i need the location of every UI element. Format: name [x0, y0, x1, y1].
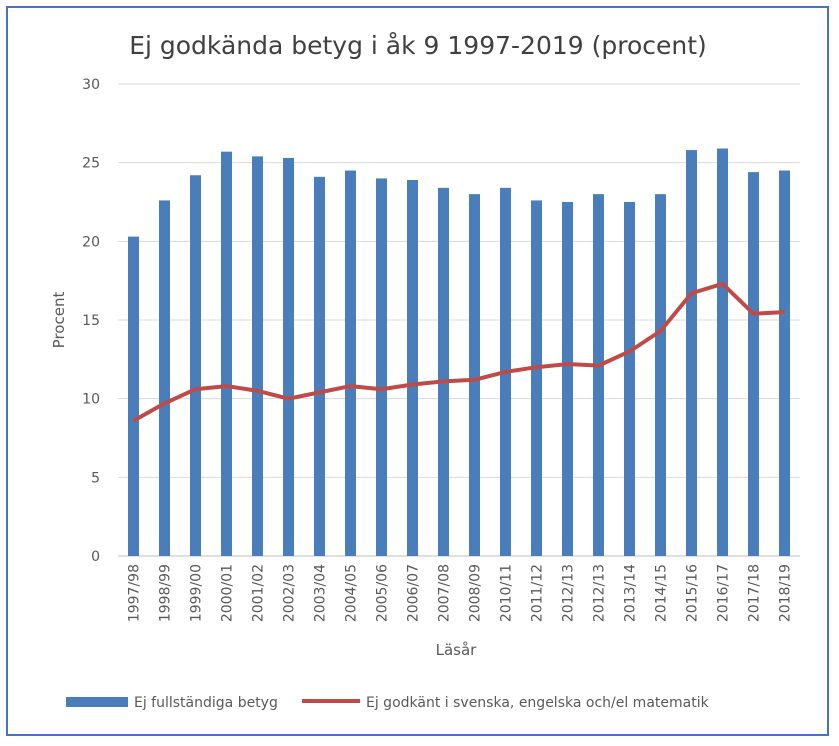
x-tick-label: 1999/00 — [189, 564, 205, 622]
x-tick-label: 2011/12 — [530, 564, 546, 622]
bar — [748, 172, 759, 556]
bar — [531, 200, 542, 556]
bar — [128, 236, 139, 556]
x-tick-label: 2010/11 — [499, 564, 515, 622]
x-tick-label: 2016/17 — [716, 564, 732, 622]
bar — [345, 170, 356, 557]
legend-label-line: Ej godkänt i svenska, engelska och/el ma… — [366, 695, 710, 711]
x-tick-label: 2018/19 — [778, 564, 794, 622]
legend-label-bars: Ej fullständiga betyg — [134, 695, 278, 711]
x-tick-label: 2003/04 — [313, 564, 329, 622]
bar — [407, 179, 418, 556]
x-tick-label: 2012/13 — [561, 564, 577, 622]
bar — [624, 202, 635, 556]
bar — [779, 170, 790, 557]
legend-swatch-bars — [66, 697, 128, 707]
legend: Ej fullständiga betyg Ej godkänt i svens… — [66, 695, 710, 711]
x-tick-label: 2012/13 — [592, 564, 608, 622]
x-axis-label: Läsår — [436, 641, 478, 659]
y-tick-label: 15 — [82, 313, 100, 329]
line-series — [132, 281, 785, 423]
x-tick-label: 2001/02 — [251, 564, 267, 622]
x-tick-label: 2005/06 — [375, 564, 391, 622]
y-tick-label: 20 — [82, 234, 100, 250]
x-tick-label: 2014/15 — [654, 564, 670, 622]
x-tick-label: 2006/07 — [406, 564, 422, 622]
bar — [686, 150, 697, 556]
bar — [717, 148, 728, 557]
y-tick-label: 25 — [82, 156, 100, 172]
x-tick-label: 2000/01 — [220, 564, 236, 622]
bar — [376, 178, 387, 556]
y-tick-label: 30 — [82, 77, 100, 93]
bar — [283, 157, 294, 557]
bar — [221, 151, 232, 557]
x-tick-label: 2004/05 — [344, 564, 360, 622]
x-tick-label: 2007/08 — [437, 564, 453, 622]
bar — [190, 175, 201, 556]
y-axis-label: Procent — [50, 292, 68, 349]
y-tick-label: 0 — [91, 549, 100, 565]
x-tick-label: 1998/99 — [158, 564, 174, 622]
bar — [655, 194, 666, 556]
bar — [562, 202, 573, 556]
bar — [593, 194, 604, 556]
bar — [252, 156, 263, 556]
x-tick-label: 2013/14 — [623, 564, 639, 622]
x-tick-label: 1997/98 — [127, 564, 143, 622]
bar — [469, 194, 480, 556]
chart-title: Ej godkända betyg i åk 9 1997-2019 (proc… — [129, 31, 707, 60]
x-tick-label: 2008/09 — [468, 564, 484, 622]
x-tick-label: 2002/03 — [282, 564, 298, 622]
x-tick-label: 2017/18 — [747, 564, 763, 622]
bar — [159, 200, 170, 556]
y-tick-label: 10 — [82, 392, 100, 408]
y-tick-label: 5 — [91, 470, 100, 486]
bar — [438, 187, 449, 556]
x-tick-label: 2015/16 — [685, 564, 701, 622]
bar — [314, 176, 325, 556]
